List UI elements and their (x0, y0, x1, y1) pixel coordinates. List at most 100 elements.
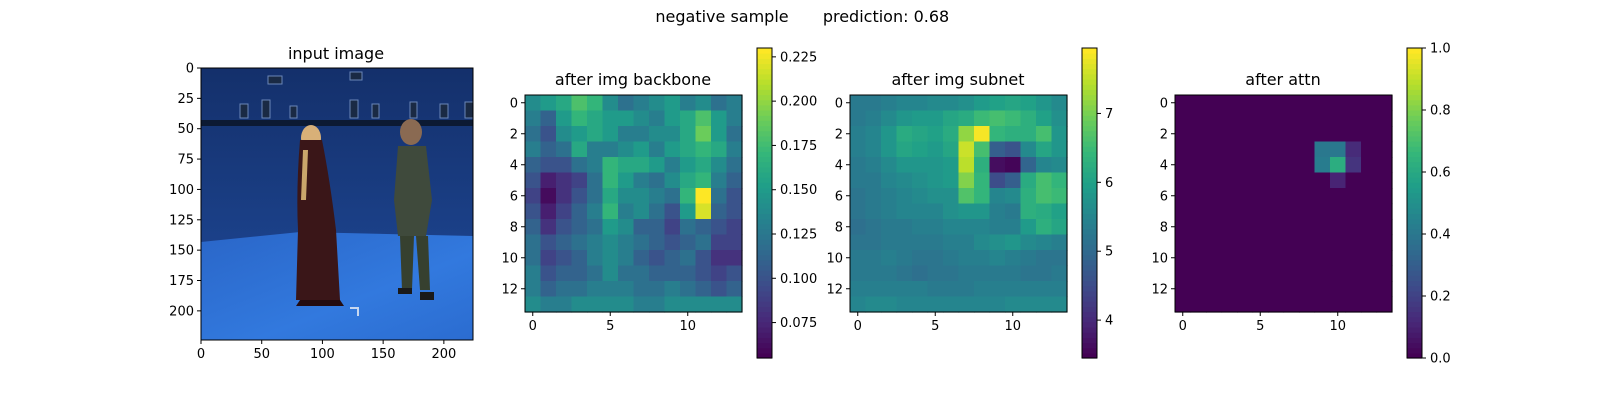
heatmap-cell (1361, 126, 1378, 143)
colorbar-segment (1082, 249, 1097, 256)
heatmap-cell (974, 157, 991, 174)
heatmap-cell (525, 172, 542, 189)
colorbar-segment (757, 275, 772, 282)
heatmap-cell (1314, 188, 1331, 205)
heatmap-cell (633, 219, 650, 236)
heatmap-cell (865, 126, 882, 143)
y-axis-tick-label: 0 (835, 96, 843, 111)
colorbar-segment (1082, 218, 1097, 225)
y-axis-tick-label: 100 (169, 183, 194, 198)
heatmap-cell (664, 203, 681, 220)
heatmap-cell (1221, 157, 1238, 174)
heatmap-cell (1252, 281, 1269, 298)
heatmap-cell (974, 296, 991, 313)
colorbar-segment (757, 342, 772, 349)
heatmap-cell (865, 296, 882, 313)
heatmap-cell (912, 265, 929, 282)
heatmap-cell (540, 172, 557, 189)
colorbar-segment (1407, 203, 1422, 209)
heatmap-cell (525, 265, 542, 282)
heatmap-cell (525, 281, 542, 298)
heatmap-cell (1330, 250, 1347, 267)
heatmap-cell (850, 188, 867, 205)
heatmap-cell (633, 281, 650, 298)
colorbar-tick-label: 0.200 (780, 95, 817, 110)
heatmap-cell (695, 188, 712, 205)
heatmap-cell (602, 95, 619, 112)
heatmap-cell (571, 281, 588, 298)
heatmap-cell (896, 141, 913, 158)
heatmap-cell (664, 265, 681, 282)
heatmap-cell (1376, 219, 1393, 236)
colorbar-segment (757, 208, 772, 214)
colorbar-segment (1407, 161, 1422, 168)
heatmap-cell (1376, 296, 1393, 313)
heatmap-cell (695, 250, 712, 267)
heatmap-cell (865, 234, 882, 251)
heatmap-cell (1345, 281, 1362, 298)
colorbar-tick-label: 7 (1105, 107, 1113, 122)
heatmap-cell (1268, 203, 1285, 220)
heatmap-cell (1330, 172, 1347, 189)
heatmap-cell (927, 188, 944, 205)
colorbar-segment (1082, 68, 1097, 75)
heatmap-cell (1036, 265, 1053, 282)
heatmap-cell (1221, 172, 1238, 189)
heatmap-cell (850, 219, 867, 236)
heatmap-cell (711, 172, 728, 189)
colorbar-tick-label: 6 (1105, 176, 1113, 191)
colorbar-segment (1407, 48, 1422, 54)
heatmap-cell (1020, 234, 1037, 251)
heatmap-cell (680, 188, 697, 205)
heatmap-cell (1237, 296, 1254, 313)
heatmap-cell (1299, 188, 1316, 205)
heatmap-cell (618, 234, 635, 251)
heatmap-cell (1036, 172, 1053, 189)
heatmap-cell (865, 203, 882, 220)
heatmap-cell (1221, 296, 1238, 313)
heatmap-cell (927, 265, 944, 282)
heatmap-cell (943, 188, 960, 205)
y-axis-tick-label: 175 (169, 274, 194, 289)
heatmap-cell (726, 110, 743, 127)
heatmap-cell (711, 157, 728, 174)
x-axis-tick-label: 10 (1004, 319, 1021, 334)
colorbar-segment (1407, 342, 1422, 349)
heatmap-cell (556, 219, 573, 236)
heatmap-cell (680, 296, 697, 313)
heatmap-cell (1283, 203, 1300, 220)
heatmap-cell (587, 157, 604, 174)
heatmap-cell (958, 157, 975, 174)
heatmap-cell (974, 250, 991, 267)
colorbar-segment (1407, 311, 1422, 318)
colorbar-segment (1082, 58, 1097, 65)
heatmap-cell (1051, 188, 1068, 205)
heatmap-cell (556, 141, 573, 158)
heatmap-cell (1190, 219, 1207, 236)
colorbar-segment (1082, 104, 1097, 111)
colorbar-segment (1407, 332, 1422, 338)
heatmap-cell (943, 141, 960, 158)
heatmap-cell (1361, 141, 1378, 158)
heatmap-cell (1005, 234, 1022, 251)
colorbar-segment (1407, 296, 1422, 302)
colorbar-segment (1082, 327, 1097, 333)
heatmap-cell (571, 157, 588, 174)
colorbar-segment (1082, 296, 1097, 302)
colorbar-segment (1407, 327, 1422, 333)
heatmap-cell (865, 95, 882, 112)
colorbar-segment (1407, 321, 1422, 328)
colorbar-segment (1407, 172, 1422, 178)
heatmap-cell (540, 141, 557, 158)
x-axis-tick-label: 0 (197, 347, 205, 362)
heatmap-cell (680, 110, 697, 127)
colorbar-tick-label: 0.175 (780, 139, 817, 154)
heatmap-cell (649, 188, 666, 205)
colorbar-segment (1407, 177, 1422, 183)
heatmap-cell (1345, 172, 1362, 189)
heatmap-cell (912, 219, 929, 236)
heatmap-cell (1252, 234, 1269, 251)
heatmap-cell (1036, 219, 1053, 236)
heatmap-cell (1051, 203, 1068, 220)
